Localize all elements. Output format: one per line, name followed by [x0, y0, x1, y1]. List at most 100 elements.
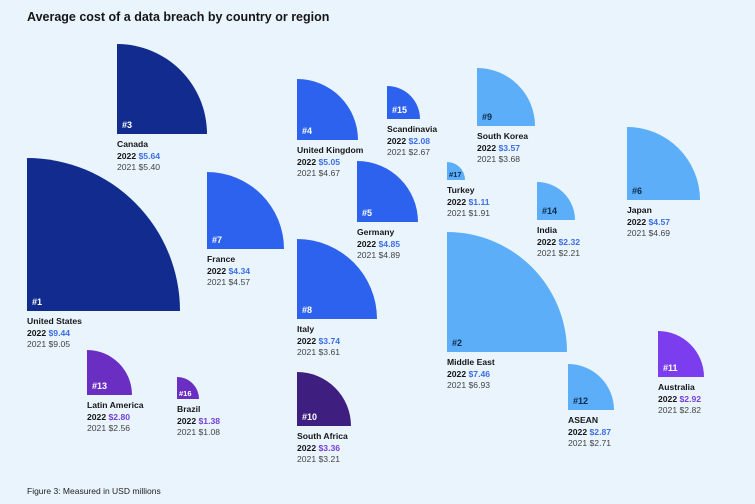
rank-label: #8 — [302, 305, 313, 315]
value-2021: $4.89 — [378, 250, 401, 260]
value-2022-row: 2022 $3.74 — [297, 336, 340, 348]
rank-label: #10 — [302, 412, 318, 422]
region-name: Scandinavia — [387, 124, 438, 134]
value-2022: $9.44 — [48, 327, 71, 338]
region-name: Australia — [658, 382, 695, 392]
value-2021-row: 2021 $4.67 — [297, 168, 363, 180]
rank-label: #16 — [179, 389, 192, 398]
value-2021-row: 2021 $3.61 — [297, 347, 340, 359]
value-2021: $2.21 — [558, 248, 581, 258]
year-2022: 2022 — [627, 216, 647, 227]
year-2021: 2021 — [117, 162, 137, 172]
value-2021: $4.57 — [228, 277, 251, 287]
value-2022-row: 2022 $4.34 — [207, 266, 250, 278]
data-label: Australia 2022 $2.92 2021 $2.82 — [658, 382, 701, 417]
data-label: United States 2022 $9.44 2021 $9.05 — [27, 316, 82, 351]
value-2022-row: 2022 $2.80 — [87, 412, 144, 424]
value-2022: $1.11 — [468, 196, 490, 207]
value-2021: $1.91 — [468, 208, 491, 218]
rank-label: #4 — [302, 126, 313, 136]
region-name: France — [207, 254, 236, 264]
value-2021-row: 2021 $2.67 — [387, 147, 437, 159]
value-2021: $2.71 — [589, 438, 612, 448]
quarter-circle-mark: #3 — [117, 44, 207, 134]
data-label: Brazil 2022 $1.38 2021 $1.08 — [177, 404, 220, 439]
data-label: Italy 2022 $3.74 2021 $3.61 — [297, 324, 340, 359]
year-2021: 2021 — [447, 380, 467, 390]
quarter-circle-mark: #17 — [447, 162, 465, 180]
region-name: Japan — [627, 205, 652, 215]
data-label: United Kingdom 2022 $5.05 2021 $4.67 — [297, 145, 363, 180]
year-2022: 2022 — [447, 196, 467, 207]
data-label: Canada 2022 $5.64 2021 $5.40 — [117, 139, 160, 174]
value-2022: $5.05 — [318, 156, 341, 167]
value-2022-row: 2022 $1.11 — [447, 197, 490, 209]
rank-label: #13 — [92, 381, 108, 391]
value-2021-row: 2021 $9.05 — [27, 339, 82, 351]
value-2022: $3.74 — [318, 335, 341, 346]
value-2021: $4.69 — [648, 228, 671, 238]
year-2021: 2021 — [297, 168, 317, 178]
region-name: ASEAN — [568, 415, 599, 425]
value-2022-row: 2022 $2.92 — [658, 394, 701, 406]
value-2022: $2.08 — [408, 135, 431, 146]
region-name: Canada — [117, 139, 149, 149]
year-2022: 2022 — [387, 135, 407, 146]
value-2022: $1.38 — [198, 415, 221, 426]
value-2021: $2.56 — [108, 423, 131, 433]
region-name: South Africa — [297, 431, 348, 441]
year-2021: 2021 — [658, 405, 678, 415]
year-2022: 2022 — [297, 156, 317, 167]
rank-label: #11 — [663, 363, 678, 373]
quarter-circle-mark: #10 — [297, 372, 351, 426]
data-label: Germany 2022 $4.85 2021 $4.89 — [357, 227, 400, 262]
year-2022: 2022 — [177, 415, 197, 426]
value-2021-row: 2021 $5.40 — [117, 162, 160, 174]
year-2021: 2021 — [297, 454, 317, 464]
value-2021-row: 2021 $3.68 — [477, 154, 528, 166]
value-2021-row: 2021 $2.71 — [568, 438, 611, 450]
region-name: United States — [27, 316, 82, 326]
value-2022: $4.34 — [228, 265, 251, 276]
quarter-circle-mark: #4 — [297, 79, 358, 140]
year-2021: 2021 — [177, 427, 197, 437]
year-2022: 2022 — [658, 393, 678, 404]
quarter-circle-mark: #16 — [177, 377, 199, 399]
rank-label: #14 — [542, 206, 558, 216]
year-2022: 2022 — [447, 368, 467, 379]
year-2021: 2021 — [27, 339, 47, 349]
year-2021: 2021 — [627, 228, 647, 238]
value-2022-row: 2022 $4.57 — [627, 217, 670, 229]
year-2022: 2022 — [117, 150, 137, 161]
year-2022: 2022 — [297, 335, 317, 346]
value-2022-row: 2022 $9.44 — [27, 328, 82, 340]
quarter-circle-mark: #15 — [387, 86, 420, 119]
value-2022-row: 2022 $2.87 — [568, 427, 611, 439]
value-2022: $2.80 — [108, 411, 131, 422]
rank-label: #3 — [122, 120, 133, 130]
data-label: South Africa 2022 $3.36 2021 $3.21 — [297, 431, 348, 466]
value-2022: $3.36 — [318, 442, 341, 453]
value-2022: $7.46 — [468, 368, 491, 379]
data-label: France 2022 $4.34 2021 $4.57 — [207, 254, 250, 289]
value-2022: $2.92 — [679, 393, 702, 404]
quarter-circle-mark: #7 — [207, 172, 284, 249]
value-2021-row: 2021 $2.56 — [87, 423, 144, 435]
quarter-circle-mark: #14 — [537, 182, 575, 220]
region-name: United Kingdom — [297, 145, 364, 155]
region-name: Turkey — [447, 185, 475, 195]
data-label: Turkey 2022 $1.11 2021 $1.91 — [447, 185, 490, 220]
value-2022: $2.32 — [558, 236, 581, 247]
region-name: Italy — [297, 324, 315, 334]
year-2021: 2021 — [387, 147, 407, 157]
value-2022-row: 2022 $3.57 — [477, 143, 528, 155]
value-2021-row: 2021 $6.93 — [447, 380, 495, 392]
region-name: Middle East — [447, 357, 495, 367]
rank-label: #7 — [212, 235, 223, 245]
value-2021: $6.93 — [468, 380, 491, 390]
value-2022: $2.87 — [589, 426, 612, 437]
quarter-circle-mark: #12 — [568, 364, 614, 410]
value-2021: $2.82 — [679, 405, 702, 415]
year-2021: 2021 — [568, 438, 588, 448]
year-2022: 2022 — [27, 327, 47, 338]
